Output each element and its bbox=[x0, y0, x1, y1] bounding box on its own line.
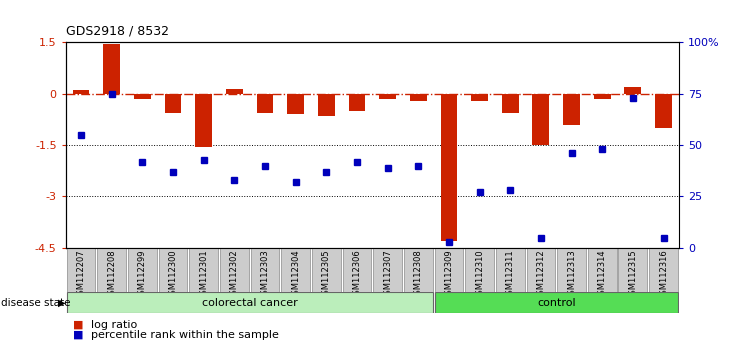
FancyBboxPatch shape bbox=[373, 248, 402, 292]
FancyBboxPatch shape bbox=[250, 248, 280, 292]
FancyBboxPatch shape bbox=[312, 248, 341, 292]
FancyBboxPatch shape bbox=[496, 248, 525, 292]
Bar bbox=[134, 94, 151, 99]
FancyBboxPatch shape bbox=[220, 248, 249, 292]
Text: control: control bbox=[537, 298, 575, 308]
Bar bbox=[226, 89, 243, 94]
Text: GSM112208: GSM112208 bbox=[107, 249, 116, 300]
Bar bbox=[103, 44, 120, 94]
Bar bbox=[164, 94, 182, 113]
Text: GSM112300: GSM112300 bbox=[169, 249, 177, 300]
FancyBboxPatch shape bbox=[434, 248, 464, 292]
Text: GSM112307: GSM112307 bbox=[383, 249, 392, 300]
Text: ▶: ▶ bbox=[58, 298, 66, 308]
Text: colorectal cancer: colorectal cancer bbox=[201, 298, 298, 308]
FancyBboxPatch shape bbox=[588, 248, 617, 292]
Text: GSM112316: GSM112316 bbox=[659, 249, 668, 300]
Bar bbox=[410, 94, 427, 101]
Text: GSM112306: GSM112306 bbox=[353, 249, 361, 300]
Text: percentile rank within the sample: percentile rank within the sample bbox=[91, 330, 279, 339]
Bar bbox=[66, 292, 433, 313]
Text: GSM112309: GSM112309 bbox=[445, 249, 453, 300]
Bar bbox=[532, 94, 550, 145]
Text: GSM112305: GSM112305 bbox=[322, 249, 331, 300]
Text: GSM112303: GSM112303 bbox=[261, 249, 269, 300]
Text: GSM112313: GSM112313 bbox=[567, 249, 576, 300]
Text: log ratio: log ratio bbox=[91, 320, 137, 330]
Text: disease state: disease state bbox=[1, 298, 70, 308]
FancyBboxPatch shape bbox=[465, 248, 494, 292]
FancyBboxPatch shape bbox=[342, 248, 372, 292]
Bar bbox=[655, 94, 672, 128]
Bar bbox=[593, 94, 611, 99]
Text: GSM112310: GSM112310 bbox=[475, 249, 484, 300]
Text: GSM112302: GSM112302 bbox=[230, 249, 239, 300]
FancyBboxPatch shape bbox=[158, 248, 188, 292]
Bar bbox=[440, 94, 458, 241]
Bar bbox=[195, 94, 212, 147]
FancyBboxPatch shape bbox=[189, 248, 218, 292]
Text: GSM112308: GSM112308 bbox=[414, 249, 423, 300]
FancyBboxPatch shape bbox=[404, 248, 433, 292]
Text: ■: ■ bbox=[73, 320, 83, 330]
Text: GSM112311: GSM112311 bbox=[506, 249, 515, 300]
FancyBboxPatch shape bbox=[97, 248, 126, 292]
Text: GSM112314: GSM112314 bbox=[598, 249, 607, 300]
Text: GSM112304: GSM112304 bbox=[291, 249, 300, 300]
Bar bbox=[256, 94, 274, 113]
Text: ■: ■ bbox=[73, 330, 83, 339]
Text: GDS2918 / 8532: GDS2918 / 8532 bbox=[66, 24, 169, 37]
Text: GSM112301: GSM112301 bbox=[199, 249, 208, 300]
Text: GSM112299: GSM112299 bbox=[138, 249, 147, 299]
Bar bbox=[471, 94, 488, 101]
Bar bbox=[348, 94, 366, 111]
Bar bbox=[563, 94, 580, 125]
FancyBboxPatch shape bbox=[281, 248, 310, 292]
FancyBboxPatch shape bbox=[618, 248, 648, 292]
FancyBboxPatch shape bbox=[128, 248, 157, 292]
FancyBboxPatch shape bbox=[649, 248, 678, 292]
Bar bbox=[624, 87, 642, 94]
Bar bbox=[379, 94, 396, 99]
Bar bbox=[502, 94, 519, 113]
FancyBboxPatch shape bbox=[526, 248, 556, 292]
Bar bbox=[72, 90, 90, 94]
FancyBboxPatch shape bbox=[557, 248, 586, 292]
Bar bbox=[287, 94, 304, 114]
Bar bbox=[434, 292, 678, 313]
Bar bbox=[318, 94, 335, 116]
FancyBboxPatch shape bbox=[66, 248, 96, 292]
Text: GSM112312: GSM112312 bbox=[537, 249, 545, 300]
Text: GSM112207: GSM112207 bbox=[77, 249, 85, 300]
Text: GSM112315: GSM112315 bbox=[629, 249, 637, 300]
